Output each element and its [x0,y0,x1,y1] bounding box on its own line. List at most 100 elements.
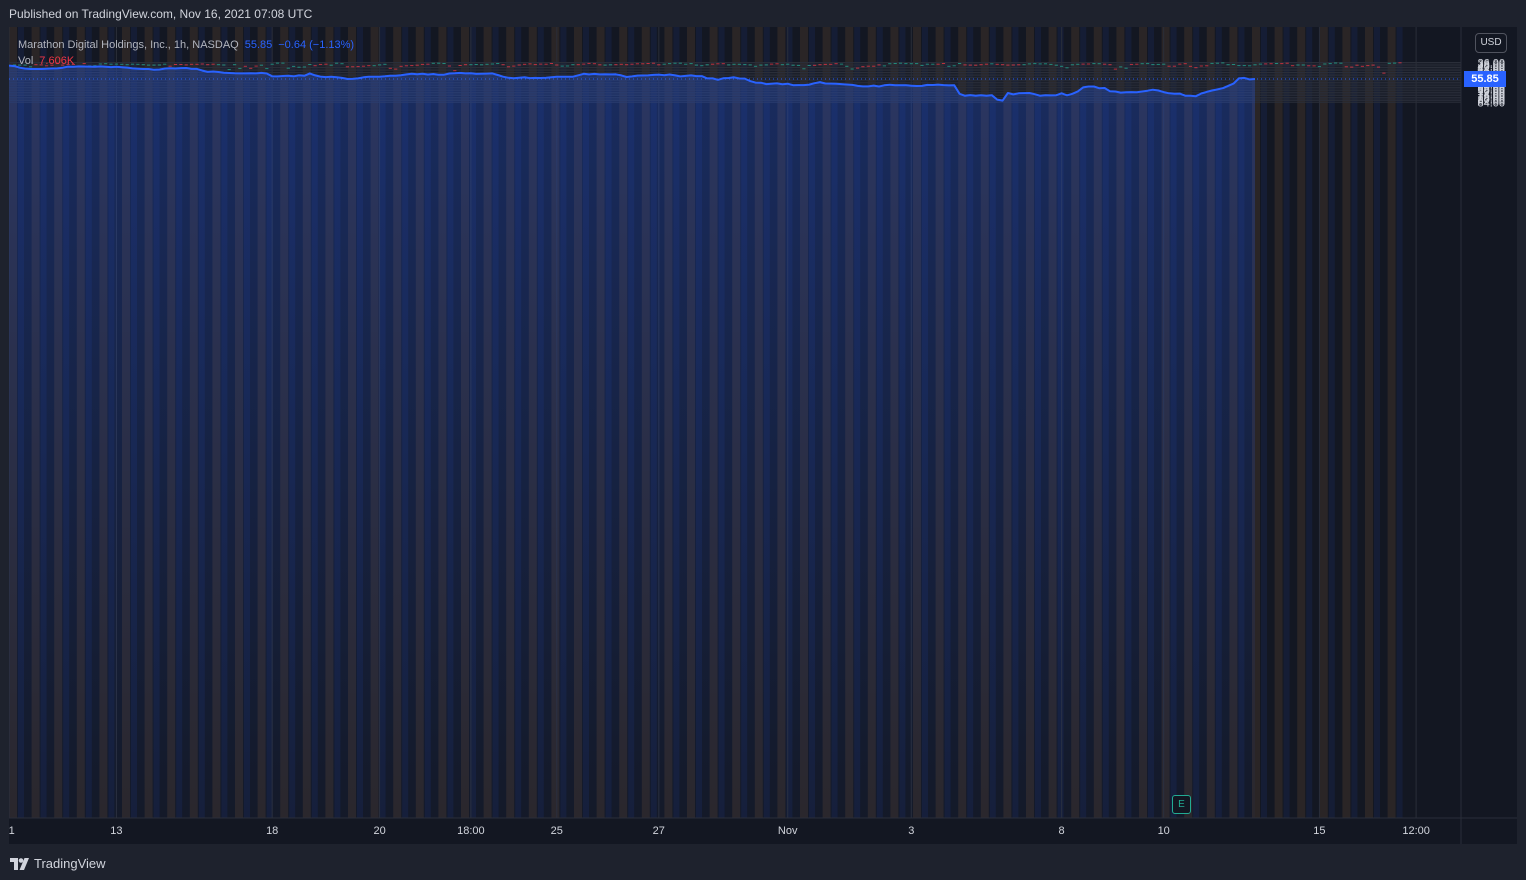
volume-bar [34,64,38,66]
time-tick-label: 27 [653,825,665,837]
volume-bar [856,67,860,69]
volume-bar [1183,63,1187,65]
volume-bar [1188,65,1193,67]
chart-frame[interactable]: 84.00 82.00 80.00 78.00 76.00 74.00 72.00 70.00… [9,27,1517,844]
brand-name: TradingView [34,856,106,872]
volume-bar [990,63,994,65]
volume-bar [195,63,199,65]
time-tick-label: 18:00 [457,825,485,837]
volume-bar [947,65,951,67]
tradingview-brand[interactable]: TradingView [10,855,106,871]
volume-bar [469,64,473,66]
volume-bar [1178,63,1182,65]
volume-bar [136,63,140,65]
volume-bar [1355,64,1359,66]
postmarket-highlight [1351,27,1358,818]
currency-button[interactable]: USD [1475,33,1507,53]
volume-bar [1382,72,1386,74]
volume-bar [877,64,881,66]
volume-bar [206,64,210,66]
volume-bar [1280,63,1284,65]
volume-bar [614,64,618,66]
time-tick-label: 10 [1158,825,1170,837]
volume-bar [1339,62,1343,64]
volume-bar [625,64,629,66]
volume-bar [1231,64,1236,65]
volume-bar [1210,62,1214,64]
volume-bar [292,65,296,67]
volume-bar [888,63,892,65]
volume-bar [1328,63,1332,65]
volume-bar [163,63,167,65]
volume-bar [157,64,161,66]
premarket-highlight [1365,27,1373,818]
volume-bar [711,63,715,65]
price-tick-label: 40.00 [1477,61,1505,73]
symbol-label[interactable]: Marathon Digital Holdings, Inc., 1h, NAS… [18,39,239,51]
volume-bar [861,66,865,68]
legend: Marathon Digital Holdings, Inc., 1h, NAS… [18,37,354,69]
volume-bar [1248,65,1252,67]
volume-bar [66,64,70,66]
volume-bar [1366,65,1370,67]
volume-bar [571,64,575,66]
volume-bar [1226,64,1230,66]
premarket-highlight [1319,27,1328,818]
volume-bar [1135,63,1139,65]
price-line [9,64,1256,102]
earnings-marker[interactable]: E [1172,795,1191,814]
volume-bar [259,64,263,66]
volume-bar [925,63,929,65]
volume-bar [759,64,763,66]
volume-bar [130,63,135,65]
volume-bar [807,65,811,66]
volume-bar [1237,65,1241,67]
volume-bar [802,68,806,70]
volume-bar [780,64,784,66]
volume-bar [619,63,623,65]
volume-bar [1387,62,1391,64]
volume-bar [1006,64,1010,66]
volume-bar [254,65,258,67]
volume-bar [168,65,172,67]
volume-bar [490,63,494,65]
volume-bar [1242,65,1246,67]
volume-bar [1167,65,1171,67]
volume-bar [727,64,731,66]
price-chart[interactable]: 84.0082.0080.0078.0076.0074.0072.0070.00… [9,27,1517,844]
volume-bar [716,63,720,65]
volume-label[interactable]: Vol [18,55,34,67]
volume-bar [958,63,962,64]
price-tick-label: 68.00 [1477,84,1505,96]
volume-bar [1129,63,1134,65]
volume-bar [120,63,124,65]
volume-bar [45,65,49,67]
volume-bar [308,64,312,65]
time-tick-label: Nov [778,825,798,837]
volume-bar [1043,63,1048,65]
volume-bar [668,63,672,65]
volume-bar [1140,63,1144,65]
volume-bar [463,64,468,66]
volume-bar [968,64,972,66]
volume-bar [1269,63,1273,65]
volume-bar [555,64,559,66]
time-tick-label: 25 [551,825,563,837]
volume-bar [1076,63,1080,65]
volume-bar [1376,66,1381,68]
volume-bar [216,64,221,66]
volume-bar [184,64,188,66]
volume-bar [147,64,151,66]
volume-bar [539,63,543,65]
volume-bar [447,65,451,67]
volume-bar [275,62,280,64]
volume-bar [1092,63,1096,65]
volume-bar [496,63,500,64]
volume-bar [297,66,301,68]
volume-bar [431,62,435,64]
volume-bar [1001,64,1005,66]
volume-bar [587,62,591,64]
postmarket-highlight [1374,27,1380,818]
volume-bar [898,62,903,64]
volume-bar [190,63,194,65]
